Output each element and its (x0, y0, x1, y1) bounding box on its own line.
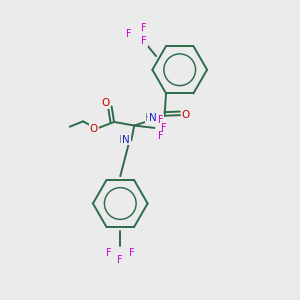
Text: O: O (90, 124, 98, 134)
Text: N: N (149, 112, 157, 122)
Text: F: F (141, 23, 147, 33)
Text: H: H (146, 112, 153, 122)
Text: F: F (161, 123, 167, 133)
Text: F: F (141, 36, 147, 46)
Text: O: O (181, 110, 190, 120)
Text: F: F (118, 255, 123, 265)
Text: F: F (129, 248, 135, 258)
Text: H: H (119, 134, 126, 145)
Text: F: F (106, 248, 111, 258)
Text: F: F (158, 131, 163, 141)
Text: O: O (101, 98, 109, 108)
Text: N: N (122, 134, 130, 145)
Text: F: F (127, 29, 132, 39)
Text: F: F (158, 115, 163, 124)
